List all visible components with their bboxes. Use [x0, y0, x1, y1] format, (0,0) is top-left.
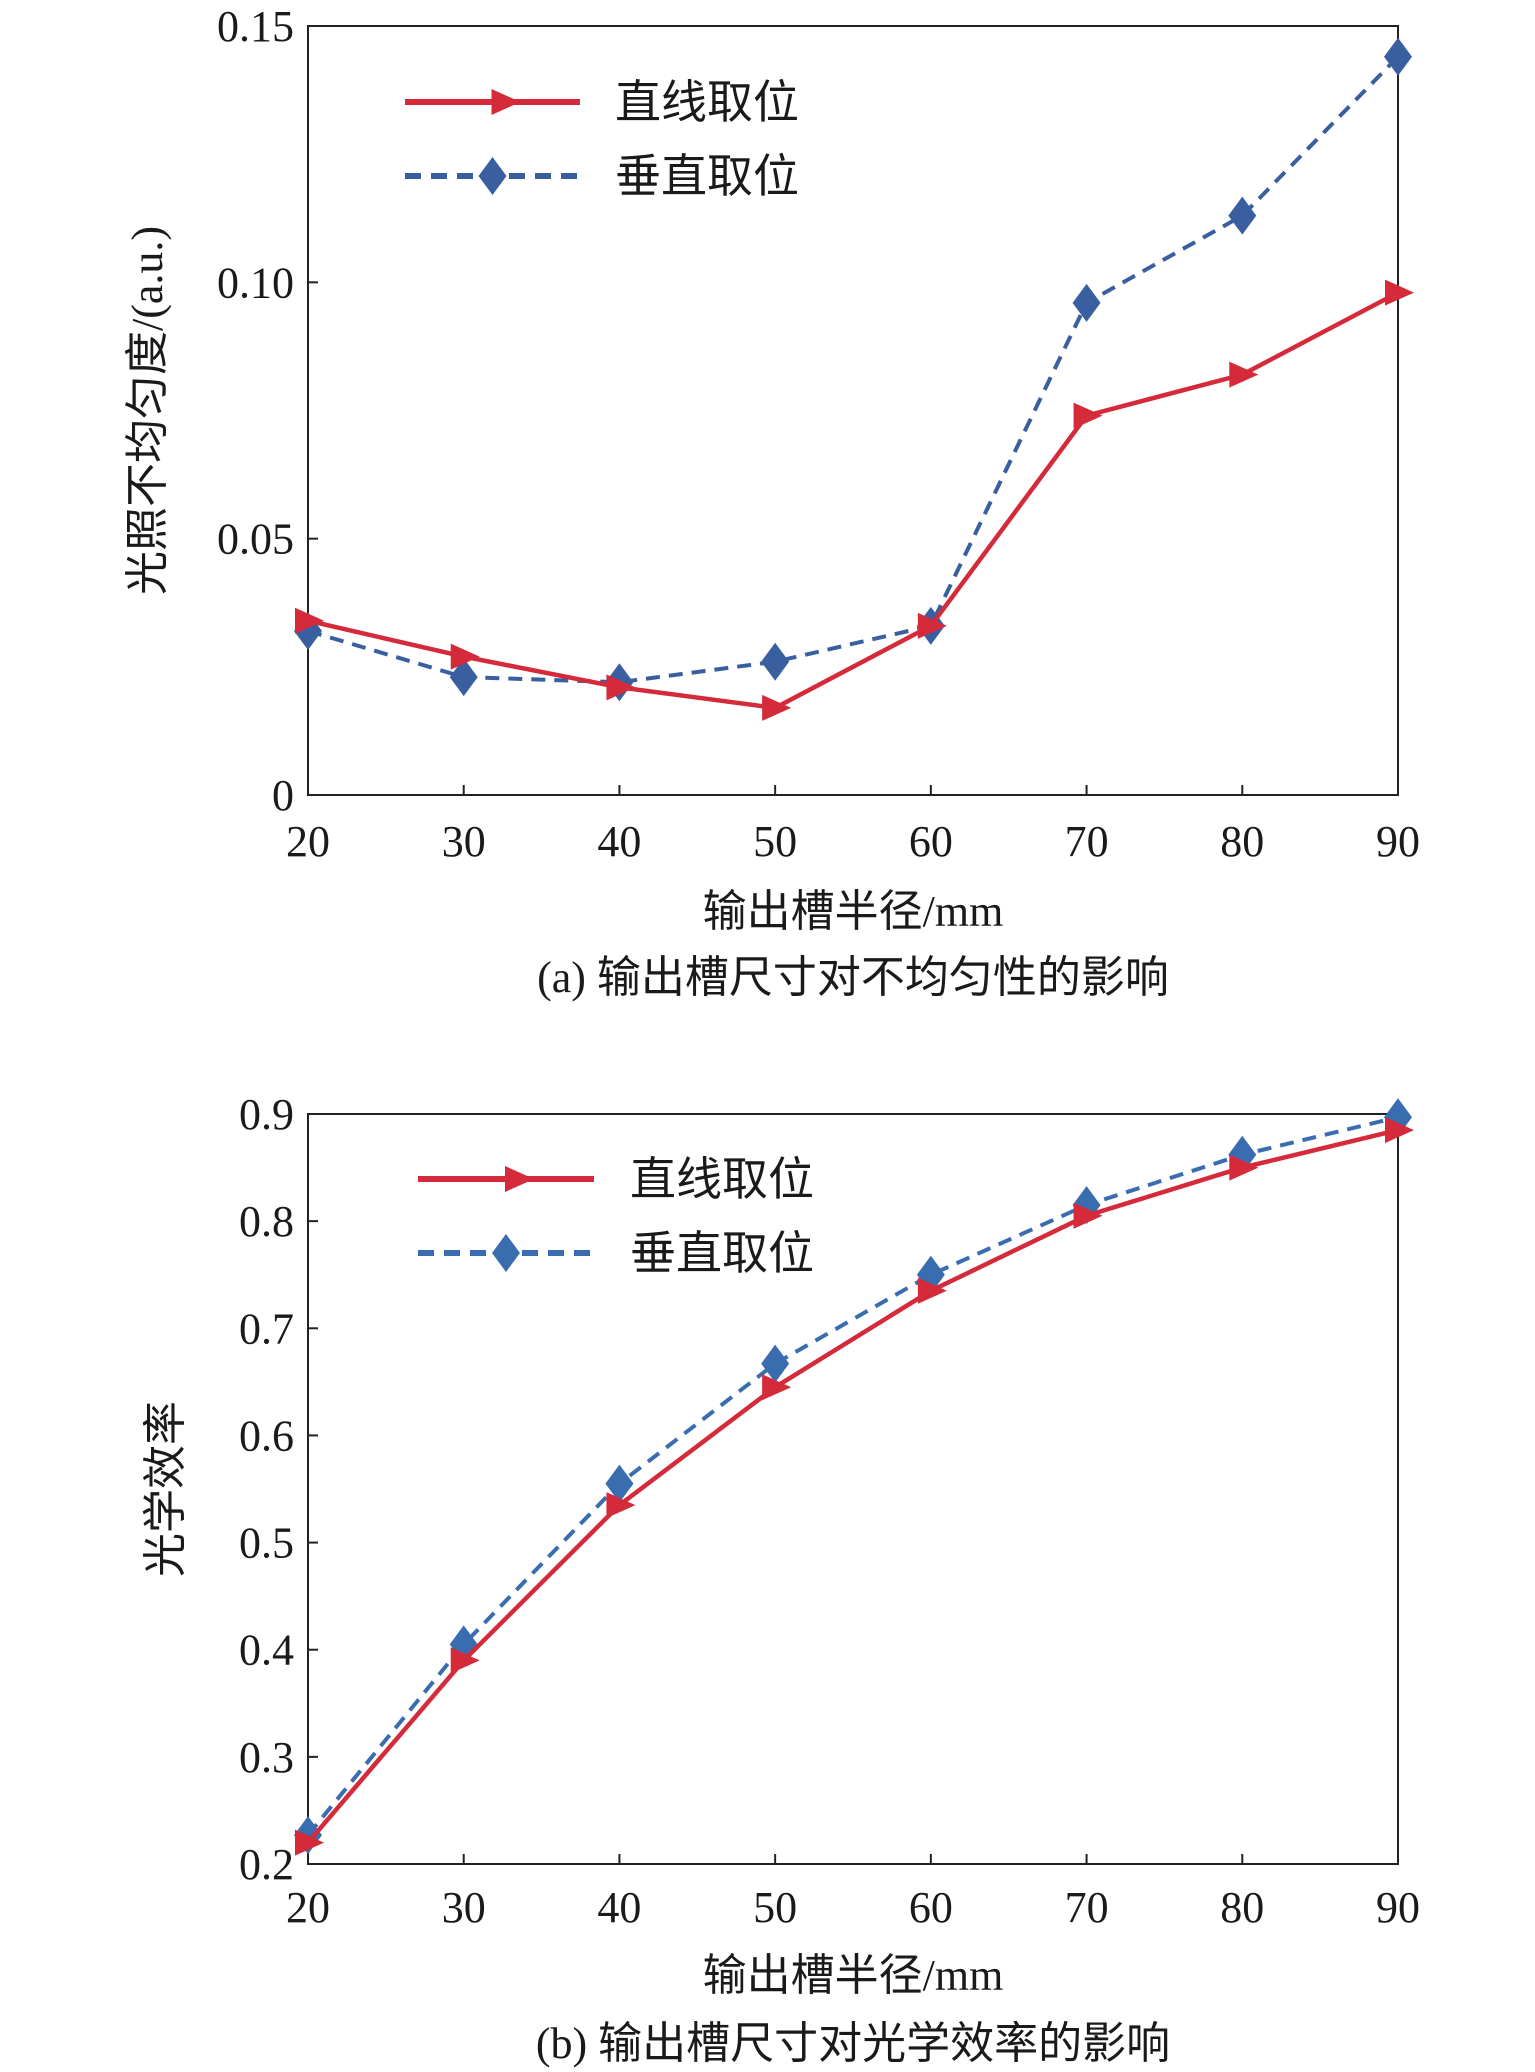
- x-tick-label: 80: [1220, 817, 1264, 866]
- x-tick-label: 60: [909, 1883, 953, 1932]
- series-0-point: [1073, 402, 1103, 429]
- series-0-point: [762, 1374, 792, 1401]
- x-tick-label: 30: [442, 817, 486, 866]
- series-0-point: [295, 1829, 324, 1856]
- series-0-point: [1229, 361, 1259, 388]
- legend-marker-0: [491, 89, 521, 115]
- series-0-point: [917, 1277, 947, 1304]
- series-0-point: [917, 612, 947, 639]
- y-axis-title: 光照不均匀度/(a.u.): [123, 226, 172, 595]
- series-line-1: [306, 1115, 1399, 1837]
- x-tick-label: 40: [597, 1883, 641, 1932]
- legend-label-0: 直线取位: [630, 1154, 814, 1205]
- series-0-point: [1073, 1202, 1103, 1229]
- x-tick-label: 60: [909, 817, 953, 866]
- series-1-point: [605, 1464, 634, 1503]
- y-tick-label: 0.4: [239, 1626, 294, 1675]
- series-0-point: [606, 674, 636, 701]
- legend-label-0: 直线取位: [615, 77, 799, 128]
- series-0-point: [606, 1492, 636, 1519]
- y-tick-label: 0.3: [239, 1733, 294, 1782]
- x-tick-label: 50: [753, 1883, 797, 1932]
- series-line-1: [307, 55, 1400, 685]
- legend-label-1: 垂直取位: [615, 151, 799, 202]
- chart-caption: (a) 输出槽尺寸对不均匀性的影响: [537, 953, 1169, 1002]
- plot-frame: [307, 1113, 1399, 1865]
- y-tick-label: 0.2: [239, 1840, 294, 1889]
- plot-frame: [307, 25, 1399, 796]
- y-tick-label: 0.05: [217, 515, 294, 564]
- series-1-point: [1072, 283, 1101, 322]
- y-tick-label: 0.7: [239, 1304, 294, 1353]
- legend-marker-1: [492, 1234, 520, 1272]
- series-0-point: [1385, 279, 1414, 306]
- series-1-point: [1384, 37, 1412, 76]
- chart-b: 0.2 0.3 0.4 0.5 0.6 0.7 0.8 0.9 20 30 40 50 60 70 80 90…: [141, 1090, 1420, 2068]
- x-tick-label: 70: [1065, 817, 1109, 866]
- series-1-point: [761, 642, 790, 681]
- series-0-point: [450, 643, 480, 670]
- series-0-point: [1385, 1117, 1414, 1144]
- legend-label-1: 垂直取位: [630, 1228, 814, 1279]
- series-line-0: [307, 290, 1400, 711]
- y-tick-label: 0.10: [217, 258, 294, 307]
- y-tick-label: 0: [272, 771, 294, 820]
- x-tick-label: 20: [286, 817, 330, 866]
- x-tick-label: 30: [442, 1883, 486, 1932]
- legend-marker-1: [478, 157, 507, 195]
- y-tick-label: 0.6: [239, 1411, 294, 1460]
- legend-marker-0: [505, 1166, 534, 1192]
- series-0-point: [450, 1647, 480, 1674]
- x-tick-label: 70: [1065, 1883, 1109, 1932]
- x-tick-label: 90: [1376, 1883, 1420, 1932]
- series-line-0: [306, 1127, 1399, 1845]
- series-1-point: [449, 658, 478, 697]
- y-tick-label: 0.15: [217, 2, 294, 51]
- series-0-point: [295, 607, 324, 634]
- y-tick-label: 0.8: [239, 1197, 294, 1246]
- x-axis-title: 输出槽半径/mm: [703, 1951, 1004, 2000]
- series-0-point: [1229, 1154, 1259, 1181]
- y-axis-title: 光学效率: [141, 1401, 190, 1577]
- x-axis-title: 输出槽半径/mm: [703, 887, 1004, 936]
- chart-a: 0 0.05 0.10 0.15 20 30 40 50 60 70 80 90 输出槽半径/mm 光照不…: [123, 2, 1420, 1002]
- series-1-point: [761, 1344, 790, 1383]
- y-tick-label: 0.5: [239, 1519, 294, 1568]
- x-tick-label: 50: [753, 817, 797, 866]
- x-tick-label: 20: [286, 1883, 330, 1932]
- x-tick-label: 40: [597, 817, 641, 866]
- series-0-point: [762, 694, 792, 721]
- chart-caption: (b) 输出槽尺寸对光学效率的影响: [536, 2019, 1170, 2068]
- x-tick-label: 90: [1376, 817, 1420, 866]
- series-1-point: [1228, 196, 1257, 235]
- y-tick-label: 0.9: [239, 1090, 294, 1139]
- x-tick-label: 80: [1220, 1883, 1264, 1932]
